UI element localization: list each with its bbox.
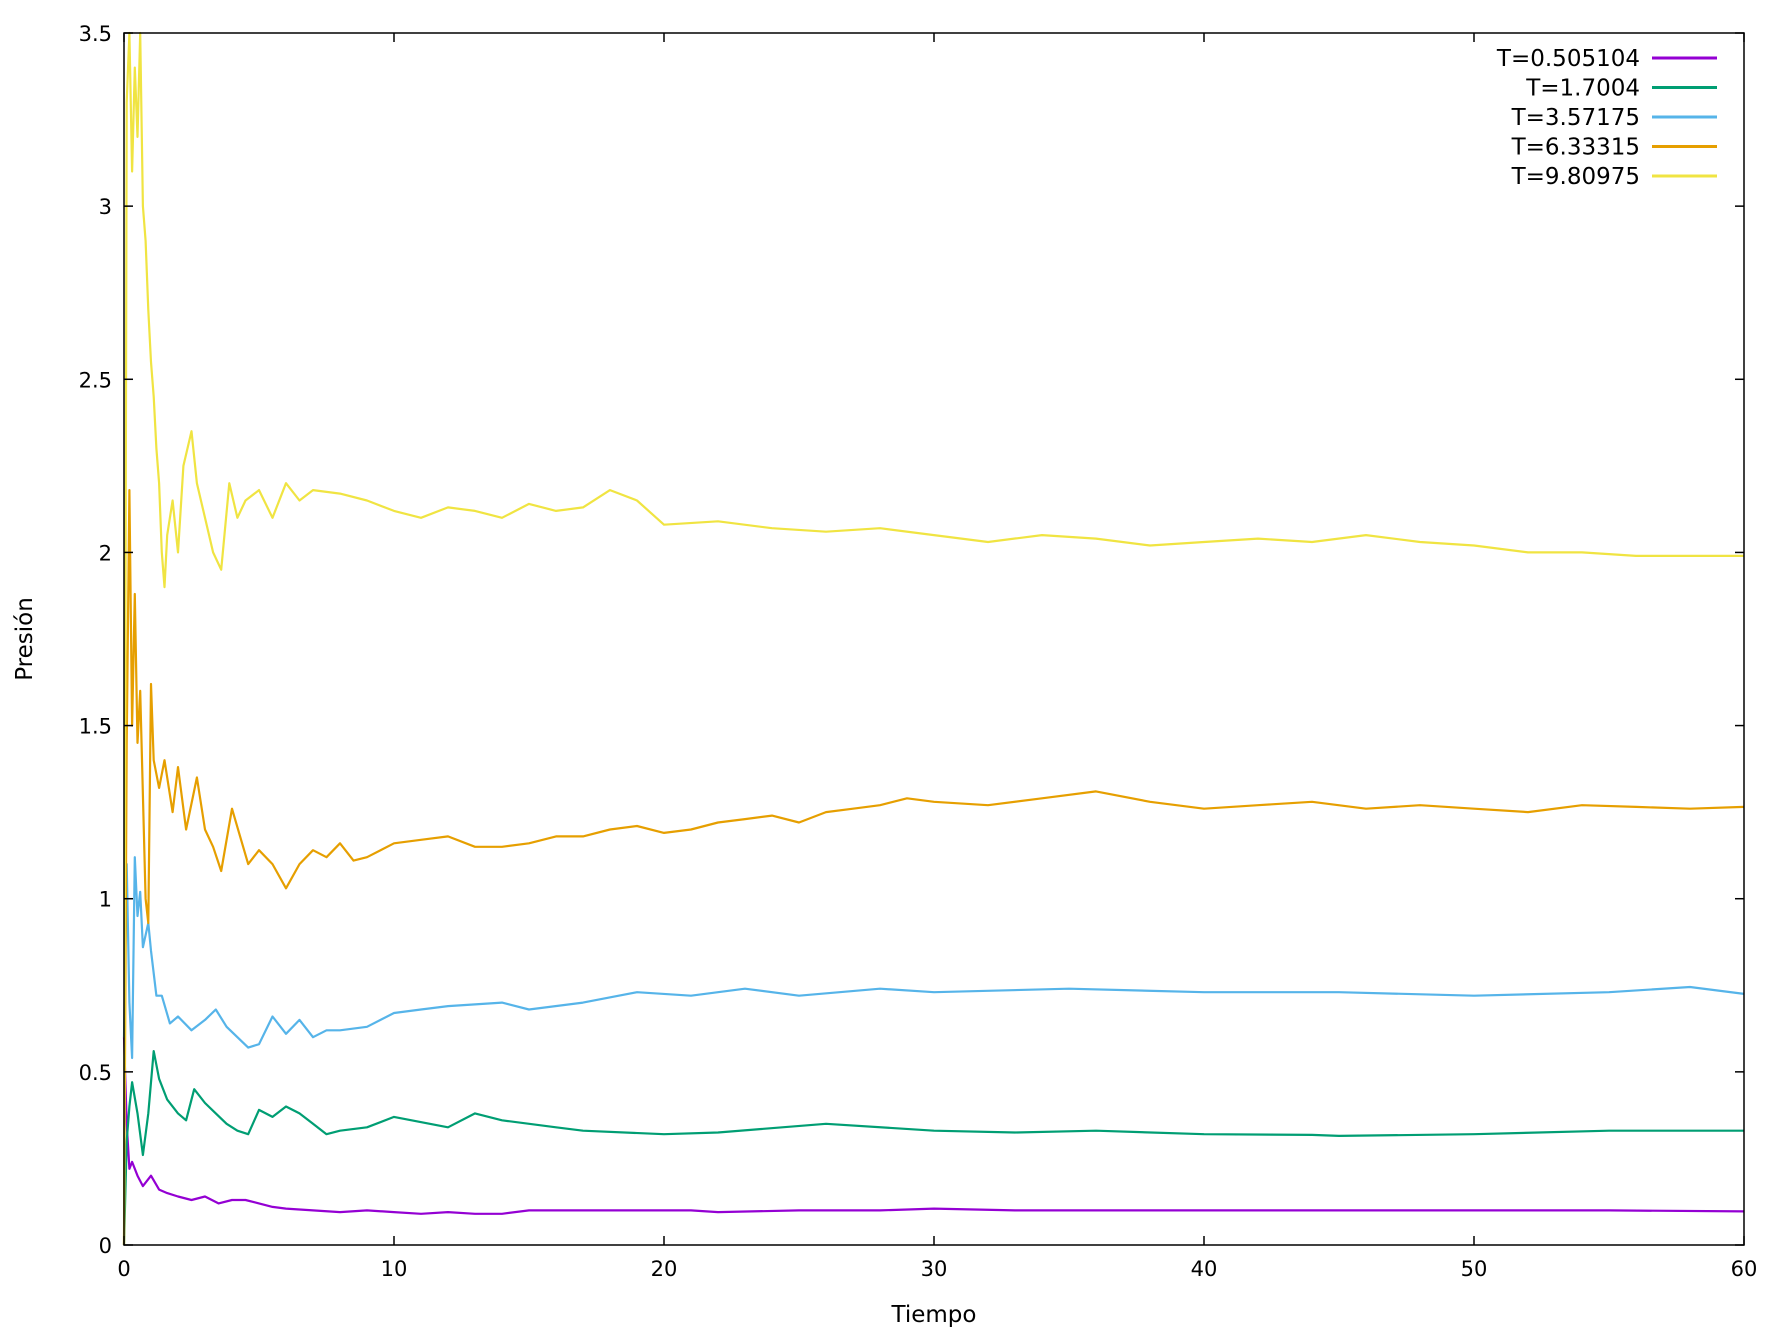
x-tick-label: 50 (1461, 1257, 1488, 1281)
x-tick-label: 20 (651, 1257, 678, 1281)
series-line-3 (122, 856, 1745, 1060)
y-tick-label: 1.5 (79, 715, 112, 739)
y-tick-label: 2.5 (79, 368, 112, 392)
y-tick-label: 2 (99, 541, 112, 565)
x-tick-label: 60 (1731, 1257, 1758, 1281)
x-tick-label: 40 (1191, 1257, 1218, 1281)
legend-label-4: T=6.33315 (1511, 135, 1640, 161)
y-tick-label: 0 (99, 1234, 112, 1258)
x-tick-label: 0 (117, 1257, 130, 1281)
legend: T=0.505104 T=1.7004 T=3.57175 T=6.33315 T=9.… (1496, 46, 1717, 190)
y-tick-label: 3.5 (79, 22, 112, 46)
legend-label-3: T=3.57175 (1511, 105, 1640, 131)
y-axis-title: Presión (12, 597, 38, 681)
legend-label-1: T=0.505104 (1496, 46, 1640, 72)
ticks-layer: 0 10 20 30 40 50 60 0 0.5 1 1.5 2 2.5 3 3.5 (79, 22, 1758, 1281)
legend-label-5: T=9.80975 (1511, 164, 1640, 190)
legend-label-2: T=1.7004 (1525, 76, 1640, 102)
series-line-5 (122, 31, 1744, 1246)
series-line-2 (122, 1049, 1744, 1246)
x-axis-title: Tiempo (891, 1302, 977, 1328)
y-tick-label: 1 (99, 888, 112, 912)
x-tick-label: 10 (381, 1257, 408, 1281)
y-tick-label: 0.5 (79, 1061, 112, 1085)
series-layer (122, 31, 1745, 1246)
series-line-1 (122, 1037, 1745, 1215)
series-line-4 (122, 489, 1745, 1246)
x-tick-label: 30 (921, 1257, 948, 1281)
y-tick-label: 3 (99, 195, 112, 219)
